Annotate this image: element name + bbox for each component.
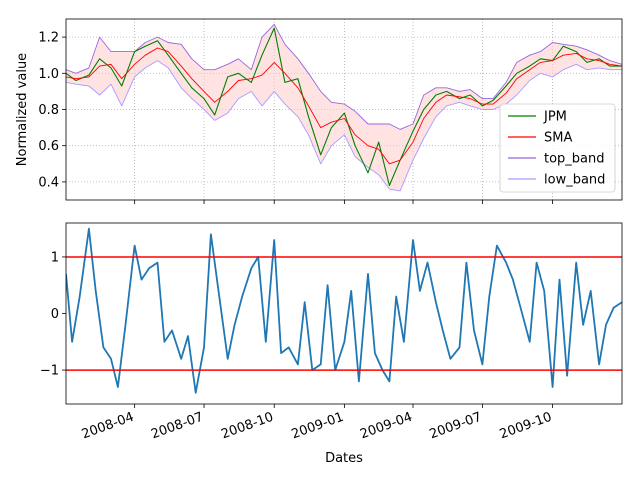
price-bands-panel: 0.4 0.6 0.8 1.0 1.2 Normalized value JPM SMA t… [15,18,623,204]
bottom-y-tick-label: 0 [51,307,59,322]
bottom-x-axis-label: Dates [325,451,363,466]
legend: JPM SMA top_band low_band [499,103,616,193]
bottom-y-ticks: −1 0 1 [40,250,66,379]
legend-label: SMA [544,131,572,146]
top-y-ticks: 0.4 0.6 0.8 1.0 1.2 [38,31,66,190]
top-x-tick-marks [134,200,553,204]
bottom-series-group [66,227,622,394]
series-line-top-band [66,23,622,130]
series-line-low-band [66,60,622,192]
indicator-line [66,227,622,394]
bottom-y-tick-label: −1 [40,364,59,379]
top-y-tick-label: 1.2 [38,31,59,46]
series-line-jpm [66,27,622,187]
bottom-y-tick-label: 1 [51,250,59,265]
series-line-sma [66,47,622,165]
top-y-tick-label: 0.6 [38,139,59,154]
top-series-group [66,23,622,192]
top-y-tick-label: 0.4 [38,175,59,190]
top-plot-area [66,23,622,192]
legend-label: JPM [543,110,567,125]
top-y-tick-label: 0.8 [38,103,59,118]
top-axes-frame [65,18,623,201]
legend-entries: JPM SMA top_band low_band [508,110,605,188]
band-fill [66,24,622,191]
legend-label: top_band [544,152,605,167]
top-y-tick-label: 1.0 [38,67,59,82]
legend-label: low_band [544,173,605,188]
top-y-axis-label: Normalized value [15,53,30,166]
bottom-plot-area [66,227,622,394]
legend-frame [499,103,616,193]
bottom-axes-frame [65,222,623,405]
